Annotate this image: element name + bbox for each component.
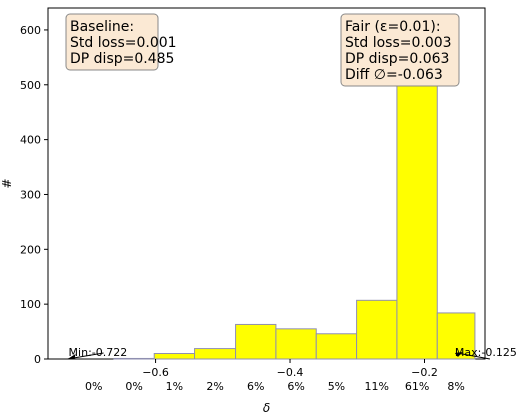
histogram-bar-6 bbox=[275, 328, 317, 360]
y-tick-label: 200 bbox=[20, 243, 41, 256]
bin-percentage-label: 6% bbox=[287, 380, 304, 393]
fair-stats-box-line: Fair (ε=0.01): bbox=[345, 19, 441, 35]
bin-percentage-label: 8% bbox=[447, 380, 464, 393]
bin-percentage-label: 5% bbox=[328, 380, 345, 393]
y-tick-label: 600 bbox=[20, 24, 41, 37]
y-tick-label: 400 bbox=[20, 134, 41, 147]
bin-percentage-label: 11% bbox=[365, 380, 389, 393]
fair-stats-box-background bbox=[340, 13, 460, 87]
baseline-stats-box-background bbox=[65, 13, 159, 71]
bin-percentage-label: 61% bbox=[405, 380, 429, 393]
x-tick-label: −0.4 bbox=[277, 366, 304, 379]
x-tick-label: −0.2 bbox=[411, 366, 438, 379]
min-arrow-head bbox=[67, 354, 76, 359]
fair-stats-box-line: Diff ∅=-0.063 bbox=[345, 67, 443, 83]
bin-percentage-label: 2% bbox=[206, 380, 223, 393]
histogram-bar-5 bbox=[235, 323, 277, 360]
min-label: Min:-0.722 bbox=[69, 346, 128, 359]
bin-percentage-label: 6% bbox=[247, 380, 264, 393]
bin-percentage-label: 0% bbox=[125, 380, 142, 393]
max-arrow-head bbox=[454, 352, 463, 357]
percentage-labels: 0% 0% 1% 2% 6% 6% 5% 11% 61% 8% bbox=[85, 380, 465, 393]
histogram-bar-10 bbox=[436, 312, 476, 360]
baseline-stats-box-line: DP disp=0.485 bbox=[70, 51, 174, 67]
y-axis: 0 100 200 300 400 500 600 bbox=[20, 24, 48, 366]
y-tick-label: 300 bbox=[20, 188, 41, 201]
x-tick-label: −0.6 bbox=[142, 366, 169, 379]
y-tick-label: 500 bbox=[20, 79, 41, 92]
baseline-stats-box-line: Baseline: bbox=[70, 19, 134, 35]
fair-stats-box-line: Std loss=0.003 bbox=[345, 35, 452, 51]
histogram-bar-3 bbox=[153, 353, 196, 360]
y-tick-label: 100 bbox=[20, 298, 41, 311]
histogram-bar-7 bbox=[315, 333, 358, 360]
baseline-stats-box-line: Std loss=0.001 bbox=[70, 35, 177, 51]
x-axis: −0.6−0.4−0.20.0 bbox=[142, 359, 438, 379]
bin-percentage-label: 0% bbox=[85, 380, 102, 393]
min-max-annotations: Min:-0.722 Max:-0.125 bbox=[67, 346, 517, 360]
fair-stats-box-line: DP disp=0.063 bbox=[345, 51, 449, 67]
y-axis-label: # bbox=[0, 178, 14, 188]
y-tick-label: 0 bbox=[34, 353, 41, 366]
x-axis-label: δ bbox=[263, 401, 270, 415]
histogram-bar-4 bbox=[194, 348, 237, 360]
max-arrow bbox=[456, 352, 491, 360]
histogram-bar-8 bbox=[356, 299, 398, 360]
max-label: Max:-0.125 bbox=[455, 346, 517, 359]
bin-percentage-label: 1% bbox=[166, 380, 183, 393]
